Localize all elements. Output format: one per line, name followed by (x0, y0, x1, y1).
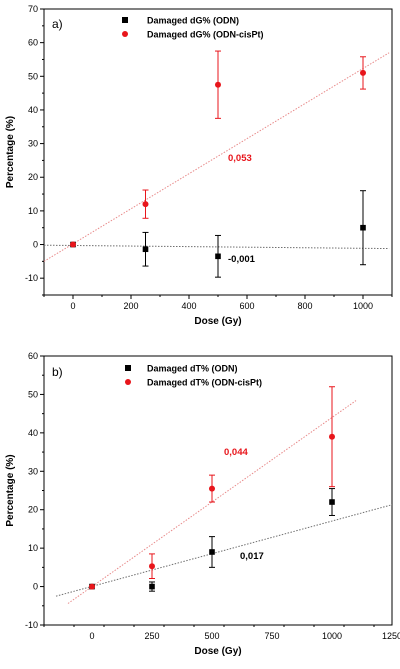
data-point-square (209, 549, 215, 555)
y-tick-label: 60 (28, 351, 38, 361)
x-tick-label: 1250 (382, 631, 400, 641)
data-point-circle (142, 201, 149, 208)
data-point-circle (215, 81, 221, 88)
y-tick-label: 0 (33, 240, 38, 250)
data-point-circle (89, 583, 95, 590)
data-point-square (329, 499, 335, 505)
x-tick-label: 500 (204, 631, 219, 641)
fit-slope-label: 0,053 (228, 153, 252, 164)
data-point-square (360, 224, 366, 231)
x-tick-label: 1000 (353, 301, 373, 311)
y-tick-label: 70 (28, 4, 38, 14)
legend-marker-circle (122, 31, 128, 37)
data-point-circle (329, 433, 335, 440)
fit-slope-label: -0,001 (228, 254, 256, 265)
legend-entry: Damaged dG% (ODN) (147, 16, 239, 26)
data-point-circle (70, 241, 76, 248)
legend-marker-square (122, 17, 128, 23)
data-point-circle (209, 485, 215, 492)
y-tick-label: 50 (28, 71, 38, 81)
x-tick-label: 200 (123, 301, 138, 311)
x-tick-label: 0 (70, 301, 75, 311)
legend-entry: Damaged dT% (ODN) (147, 364, 238, 374)
y-tick-label: 20 (28, 505, 38, 515)
x-axis-title: Dose (Gy) (194, 316, 241, 327)
x-tick-label: 250 (144, 631, 159, 641)
panel-label: b) (52, 365, 63, 379)
x-tick-label: 600 (239, 301, 254, 311)
y-axis-title: Percentage (%) (5, 116, 16, 188)
fit-line (55, 504, 393, 597)
x-tick-label: 1000 (322, 631, 342, 641)
fit-line (43, 52, 390, 262)
y-tick-label: -10 (25, 273, 38, 283)
legend: Damaged dG% (ODN) Damaged dG% (ODN-cisPt) (122, 16, 264, 40)
y-tick-label: 20 (28, 172, 38, 182)
y-tick-label: 0 (33, 582, 38, 592)
fit-slope-label: 0,017 (240, 551, 264, 562)
data-point-circle (149, 563, 155, 570)
x-axis-title: Dose (Gy) (194, 646, 241, 657)
y-tick-label: 60 (28, 38, 38, 48)
y-tick-label: 10 (28, 206, 38, 216)
legend-marker-circle (125, 379, 131, 385)
legend-marker-square (125, 365, 131, 371)
fit-line (43, 244, 390, 250)
y-tick-label: 30 (28, 139, 38, 149)
panel-label: a) (52, 17, 63, 31)
data-point-square (149, 583, 155, 590)
y-tick-label: 30 (28, 466, 38, 476)
y-tick-label: -10 (25, 620, 38, 630)
data-point-square (215, 253, 221, 260)
chart-panel-2: 0 250 500 750 1000 1250 -10 0 10 20 30 40 50 60 Dose (… (5, 351, 400, 657)
y-tick-label: 10 (28, 543, 38, 553)
y-tick-label: 50 (28, 389, 38, 399)
legend-entry: Damaged dT% (ODN-cisPt) (147, 378, 262, 388)
x-tick-label: 800 (297, 301, 312, 311)
data-point-square (142, 246, 149, 253)
plot-frame (43, 355, 393, 626)
x-tick-label: 750 (264, 631, 279, 641)
x-tick-label: 400 (181, 301, 196, 311)
chart-panel-1: 0 200 400 600 800 1000 -10 0 10 20 30 40 50 60 70 Dose … (5, 4, 393, 327)
data-point-circle (360, 69, 366, 76)
legend: Damaged dT% (ODN) Damaged dT% (ODN-cisPt) (125, 364, 262, 388)
legend-entry: Damaged dG% (ODN-cisPt) (147, 30, 264, 40)
x-tick-label: 0 (89, 631, 94, 641)
y-tick-label: 40 (28, 428, 38, 438)
y-axis-title: Percentage (%) (5, 454, 16, 526)
y-tick-label: 40 (28, 105, 38, 115)
fit-slope-label: 0,044 (224, 447, 248, 458)
